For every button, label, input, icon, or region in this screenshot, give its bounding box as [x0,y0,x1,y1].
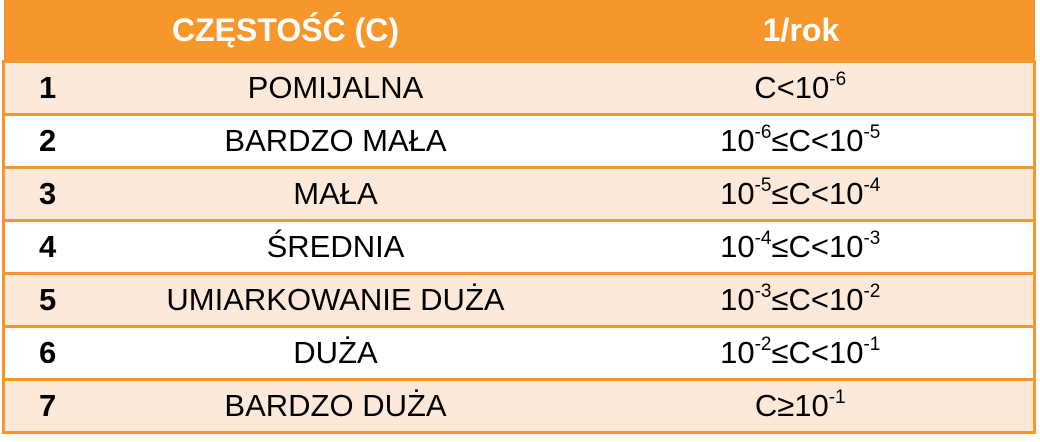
range-text: 10 [720,176,755,211]
frequency-range: 10-5≤C<10-4 [567,166,1036,221]
frequency-range: 10-4≤C<10-3 [567,219,1036,274]
row-number: 4 [2,219,104,274]
exponent: -4 [863,175,881,196]
frequency-table: CZĘSTOŚĆ (C) 1/rok 1 POMIJALNA C<10-6 2 BARD… [2,0,1036,434]
frequency-range: 10-6≤C<10-5 [567,113,1036,168]
header-cell: CZĘSTOŚĆ (C) [3,0,568,62]
frequency-name: ŚREDNIA [103,219,568,274]
exponent: -6 [754,122,772,143]
range-text: ≤C<10 [771,176,864,211]
range-text: 10 [720,282,755,317]
range-text: 10 [720,335,755,370]
range-text: ≤C<10 [771,123,864,158]
frequency-range: C<10-6 [567,60,1036,115]
table-row: 5 UMIARKOWANIE DUŻA 10-3≤C<10-2 [2,272,1036,327]
table-row: 7 BARDZO DUŻA C≥10-1 [2,378,1036,434]
table-row: 2 BARDZO MAŁA 10-6≤C<10-5 [2,113,1036,168]
exponent: -1 [828,387,846,408]
exponent: -4 [754,228,772,249]
range-text: ≤C<10 [771,282,864,317]
row-number: 5 [2,272,104,327]
exponent: -6 [829,69,847,90]
range-text: ≤C<10 [771,335,864,370]
frequency-name: MAŁA [103,166,568,221]
table-row: 1 POMIJALNA C<10-6 [2,60,1036,115]
table-row: 4 ŚREDNIA 10-4≤C<10-3 [2,219,1036,274]
exponent: -3 [863,228,881,249]
exponent: -5 [863,122,881,143]
header-row: CZĘSTOŚĆ (C) 1/rok [3,0,1035,62]
row-number: 6 [2,325,104,380]
frequency-range: C≥10-1 [567,378,1036,434]
range-text: ≤C<10 [771,229,864,264]
header-cell: 1/rok [567,0,1035,62]
frequency-name: DUŻA [103,325,568,380]
frequency-name: POMIJALNA [103,60,568,115]
row-number: 2 [2,113,104,168]
frequency-name: BARDZO MAŁA [103,113,568,168]
frequency-range: 10-2≤C<10-1 [567,325,1036,380]
exponent: -3 [754,281,772,302]
table-body: 1 POMIJALNA C<10-6 2 BARDZO MAŁA 10-6≤C<10-5 3… [2,60,1036,434]
row-number: 3 [2,166,104,221]
table-row: 3 MAŁA 10-5≤C<10-4 [2,166,1036,221]
range-text: 10 [720,229,755,264]
exponent: -2 [863,281,881,302]
frequency-name: UMIARKOWANIE DUŻA [103,272,568,327]
row-number: 1 [2,60,104,115]
table-row: 6 DUŻA 10-2≤C<10-1 [2,325,1036,380]
exponent: -1 [863,334,881,355]
range-text: C≥10 [754,388,829,423]
frequency-range: 10-3≤C<10-2 [567,272,1036,327]
exponent: -2 [754,334,772,355]
row-number: 7 [2,378,104,434]
frequency-name: BARDZO DUŻA [103,378,568,434]
range-text: C<10 [754,70,830,105]
range-text: 10 [720,123,755,158]
exponent: -5 [754,175,772,196]
